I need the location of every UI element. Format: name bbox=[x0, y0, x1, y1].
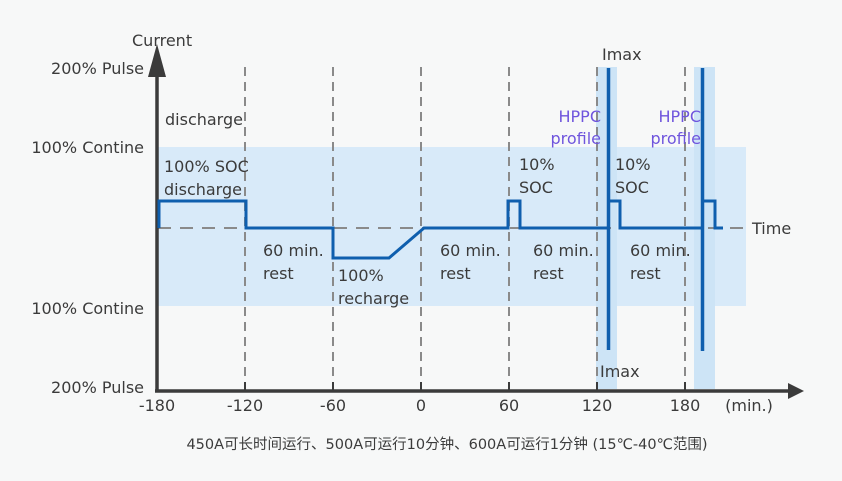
soc10-a-label-line1: 10% bbox=[519, 155, 555, 174]
recharge-label-line1: 100% bbox=[338, 266, 384, 285]
rest3-label-line1: 60 min. bbox=[533, 241, 594, 260]
hppc-profile-b-line1: HPPC bbox=[659, 107, 702, 126]
x-tick--120: -120 bbox=[227, 396, 263, 415]
imax-strip-2 bbox=[694, 67, 715, 389]
hppc-profile-b-line2: profile bbox=[650, 129, 701, 148]
time-axis-label: Time bbox=[751, 219, 791, 238]
imax-bottom-label: Imax bbox=[600, 362, 640, 381]
level-label-100-contine-bottom: 100% Contine bbox=[31, 299, 144, 318]
rest4-label-line1: 60 min. bbox=[630, 241, 691, 260]
y-axis-title: Current bbox=[132, 31, 192, 50]
level-label-200-pulse-top: 200% Pulse bbox=[51, 59, 144, 78]
chart-caption: 450A可长时间运行、500A可运行10分钟、600A可运行1分钟 (15℃-4… bbox=[186, 436, 707, 453]
level-label-200-pulse-bottom: 200% Pulse bbox=[51, 378, 144, 397]
soc10-a-label-line2: SOC bbox=[519, 178, 553, 197]
x-axis-ticks bbox=[244, 382, 686, 390]
imax-top-label: Imax bbox=[602, 45, 642, 64]
level-label-100-contine-top: 100% Contine bbox=[31, 138, 144, 157]
rest1-label-line2: rest bbox=[263, 264, 294, 283]
x-tick--60: -60 bbox=[320, 396, 346, 415]
vertical-gridlines bbox=[244, 67, 686, 391]
discharge-label: discharge bbox=[165, 110, 243, 129]
x-axis-arrow-icon bbox=[788, 383, 804, 399]
y-axis-arrow-icon bbox=[148, 44, 166, 77]
recharge-label-line2: recharge bbox=[338, 289, 409, 308]
x-tick-0: 0 bbox=[416, 396, 426, 415]
x-tick-180: 180 bbox=[670, 396, 701, 415]
soc10-b-label-line2: SOC bbox=[615, 178, 649, 197]
x-tick-60: 60 bbox=[499, 396, 519, 415]
rest1-label-line1: 60 min. bbox=[263, 241, 324, 260]
x-axis-unit-label: (min.) bbox=[725, 396, 773, 415]
hppc-profile-a-line1: HPPC bbox=[559, 107, 602, 126]
soc100-discharge-label-line2: discharge bbox=[164, 180, 242, 199]
hppc-profile-a-line2: profile bbox=[550, 129, 601, 148]
rest3-label-line2: rest bbox=[533, 264, 564, 283]
rest4-label-line2: rest bbox=[630, 264, 661, 283]
x-tick--180: -180 bbox=[139, 396, 175, 415]
x-tick-120: 120 bbox=[582, 396, 613, 415]
rest2-label-line1: 60 min. bbox=[440, 241, 501, 260]
soc100-discharge-label-line1: 100% SOC bbox=[164, 157, 249, 176]
rest2-label-line2: rest bbox=[440, 264, 471, 283]
soc10-b-label-line1: 10% bbox=[615, 155, 651, 174]
